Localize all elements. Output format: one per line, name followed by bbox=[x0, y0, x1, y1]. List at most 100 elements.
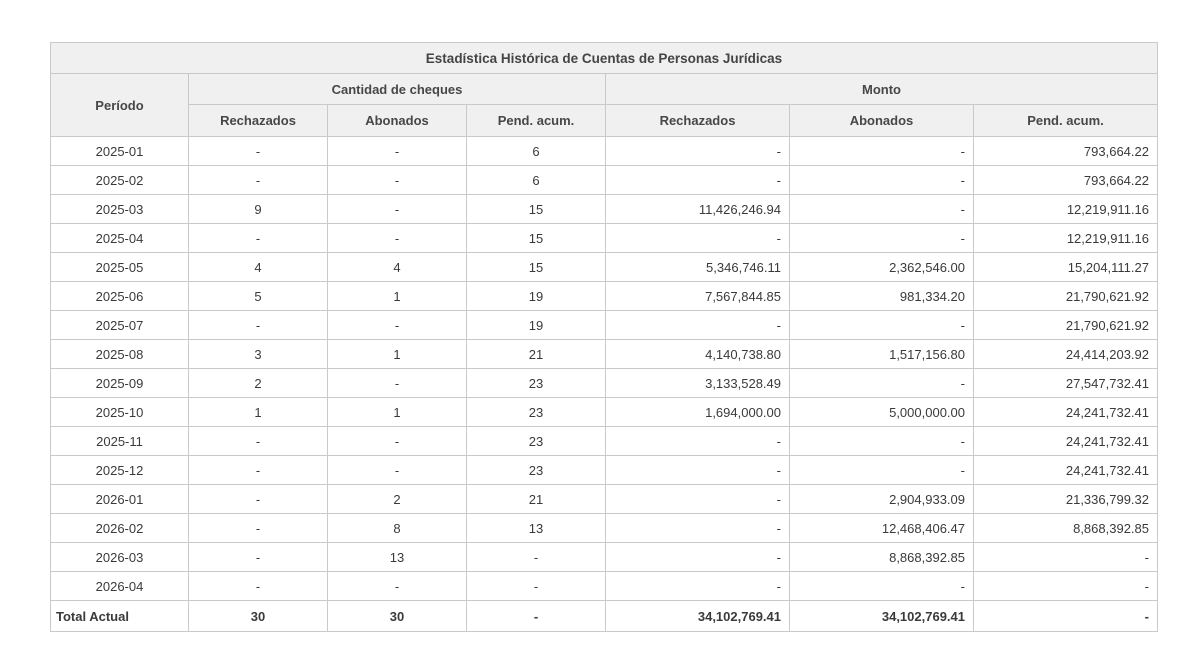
cell-monto-rechazados: - bbox=[605, 136, 790, 166]
table-row: 2025-09 2-23 3,133,528.49-27,547,732.41 bbox=[50, 368, 1158, 398]
cell-cantidad-rechazados: 3 bbox=[188, 339, 328, 369]
table-sub-header-row: Rechazados Abonados Pend. acum. Rechazad… bbox=[51, 104, 1158, 137]
cell-monto-pend-acum: 793,664.22 bbox=[973, 136, 1158, 166]
total-cantidad-rechazados: 30 bbox=[188, 600, 328, 632]
cell-cantidad-rechazados: 1 bbox=[188, 397, 328, 427]
cell-monto-abonados: 12,468,406.47 bbox=[789, 513, 974, 543]
cell-monto-rechazados: 4,140,738.80 bbox=[605, 339, 790, 369]
cell-cantidad-abonados: - bbox=[327, 165, 467, 195]
group-header-cantidad-de-cheques: Cantidad de cheques bbox=[188, 73, 606, 105]
table-title: Estadística Histórica de Cuentas de Pers… bbox=[50, 42, 1158, 74]
table-row: 2026-01-2 21-2,904,933.09 21,336,799.32 bbox=[50, 484, 1158, 514]
cell-cantidad-pend-acum: 23 bbox=[466, 455, 606, 485]
cell-cantidad-abonados: - bbox=[327, 426, 467, 456]
cell-monto-abonados: - bbox=[789, 426, 974, 456]
cell-period: 2025-06 bbox=[50, 281, 189, 311]
table-row: 2025-01- -6- -793,664.22 bbox=[50, 136, 1158, 166]
table-row: 2025-08 3 1 21 4,140,738.80 1,517,156.80 24,41… bbox=[50, 339, 1158, 369]
column-header-cantidad-rechazados: Rechazados bbox=[188, 104, 328, 137]
cell-cantidad-abonados: 4 bbox=[327, 252, 467, 282]
cell-cantidad-rechazados: 2 bbox=[188, 368, 328, 398]
cell-monto-pend-acum: 8,868,392.85 bbox=[973, 513, 1158, 543]
cell-cantidad-pend-acum: 13 bbox=[466, 513, 606, 543]
total-label: Total Actual bbox=[50, 600, 189, 632]
cell-monto-rechazados: - bbox=[605, 426, 790, 456]
cell-cantidad-rechazados: - bbox=[188, 513, 328, 543]
column-header-monto-pend-acum: Pend. acum. bbox=[973, 104, 1158, 137]
total-monto-pend-acum: - bbox=[973, 600, 1158, 632]
cell-monto-rechazados: 7,567,844.85 bbox=[605, 281, 790, 311]
cell-monto-abonados: - bbox=[789, 165, 974, 195]
cell-period: 2026-03 bbox=[50, 542, 189, 572]
column-header-cantidad-pend-acum: Pend. acum. bbox=[466, 104, 606, 137]
cell-monto-abonados: 1,517,156.80 bbox=[789, 339, 974, 369]
cell-monto-rechazados: - bbox=[605, 310, 790, 340]
cell-monto-pend-acum: - bbox=[973, 542, 1158, 572]
cell-cantidad-rechazados: - bbox=[188, 426, 328, 456]
cell-period: 2026-01 bbox=[50, 484, 189, 514]
cell-monto-rechazados: - bbox=[605, 513, 790, 543]
cell-monto-pend-acum: 24,241,732.41 bbox=[973, 426, 1158, 456]
cell-cantidad-pend-acum: 15 bbox=[466, 194, 606, 224]
cell-cantidad-rechazados: - bbox=[188, 223, 328, 253]
total-cantidad-abonados: 30 bbox=[327, 600, 467, 632]
cell-period: 2026-02 bbox=[50, 513, 189, 543]
cell-monto-pend-acum: - bbox=[973, 571, 1158, 601]
cell-period: 2025-10 bbox=[50, 397, 189, 427]
cell-cantidad-pend-acum: 15 bbox=[466, 223, 606, 253]
cell-cantidad-pend-acum: - bbox=[466, 542, 606, 572]
cell-monto-abonados: 2,362,546.00 bbox=[789, 252, 974, 282]
cell-cantidad-rechazados: 4 bbox=[188, 252, 328, 282]
cell-cantidad-rechazados: - bbox=[188, 136, 328, 166]
total-cantidad-pend-acum: - bbox=[466, 600, 606, 632]
cell-monto-rechazados: - bbox=[605, 542, 790, 572]
column-header-cantidad-abonados: Abonados bbox=[327, 104, 467, 137]
cell-cantidad-rechazados: - bbox=[188, 484, 328, 514]
cell-cantidad-pend-acum: 6 bbox=[466, 165, 606, 195]
total-monto-abonados: 34,102,769.41 bbox=[789, 600, 974, 632]
cell-cantidad-abonados: 8 bbox=[327, 513, 467, 543]
cell-period: 2025-04 bbox=[50, 223, 189, 253]
cell-cantidad-abonados: - bbox=[327, 455, 467, 485]
cell-monto-pend-acum: 793,664.22 bbox=[973, 165, 1158, 195]
cell-cantidad-abonados: - bbox=[327, 194, 467, 224]
cell-cantidad-rechazados: - bbox=[188, 571, 328, 601]
cell-cantidad-pend-acum: 15 bbox=[466, 252, 606, 282]
table-row: 2025-02- -6- -793,664.22 bbox=[50, 165, 1158, 195]
cell-monto-pend-acum: 15,204,111.27 bbox=[973, 252, 1158, 282]
historical-statistics-table: Estadística Histórica de Cuentas de Pers… bbox=[50, 42, 1158, 632]
column-header-monto-rechazados: Rechazados bbox=[605, 104, 790, 137]
cell-cantidad-rechazados: 9 bbox=[188, 194, 328, 224]
cell-cantidad-abonados: - bbox=[327, 310, 467, 340]
cell-monto-abonados: - bbox=[789, 194, 974, 224]
cell-monto-pend-acum: 27,547,732.41 bbox=[973, 368, 1158, 398]
cell-monto-pend-acum: 24,241,732.41 bbox=[973, 397, 1158, 427]
group-header-monto: Monto bbox=[605, 73, 1158, 105]
statistics-table-container: Estadística Histórica de Cuentas de Pers… bbox=[50, 42, 1158, 632]
cell-monto-rechazados: - bbox=[605, 455, 790, 485]
table-row: 2025-07- -19- -21,790,621.92 bbox=[50, 310, 1158, 340]
cell-monto-rechazados: - bbox=[605, 223, 790, 253]
cell-cantidad-abonados: 1 bbox=[327, 281, 467, 311]
cell-monto-rechazados: - bbox=[605, 571, 790, 601]
cell-monto-pend-acum: 21,790,621.92 bbox=[973, 281, 1158, 311]
cell-monto-rechazados: 11,426,246.94 bbox=[605, 194, 790, 224]
cell-monto-pend-acum: 21,790,621.92 bbox=[973, 310, 1158, 340]
cell-period: 2025-07 bbox=[50, 310, 189, 340]
cell-cantidad-rechazados: 5 bbox=[188, 281, 328, 311]
cell-monto-pend-acum: 24,241,732.41 bbox=[973, 455, 1158, 485]
cell-cantidad-abonados: - bbox=[327, 136, 467, 166]
cell-monto-abonados: - bbox=[789, 571, 974, 601]
total-row: Total Actual 30 30 - 34,102,769.41 34,10… bbox=[50, 600, 1158, 632]
table-row: 2026-03-13- -8,868,392.85- bbox=[50, 542, 1158, 572]
total-monto-rechazados: 34,102,769.41 bbox=[605, 600, 790, 632]
cell-monto-abonados: - bbox=[789, 310, 974, 340]
cell-period: 2026-04 bbox=[50, 571, 189, 601]
cell-cantidad-rechazados: - bbox=[188, 165, 328, 195]
table-body: 2025-01- -6- -793,664.22 2025-02- -6- -793,66… bbox=[50, 136, 1158, 601]
cell-monto-abonados: 2,904,933.09 bbox=[789, 484, 974, 514]
cell-period: 2025-02 bbox=[50, 165, 189, 195]
cell-cantidad-pend-acum: 23 bbox=[466, 426, 606, 456]
table-row: 2025-06 5 1 19 7,567,844.85 981,334.20 21,790,… bbox=[50, 281, 1158, 311]
cell-cantidad-rechazados: - bbox=[188, 310, 328, 340]
